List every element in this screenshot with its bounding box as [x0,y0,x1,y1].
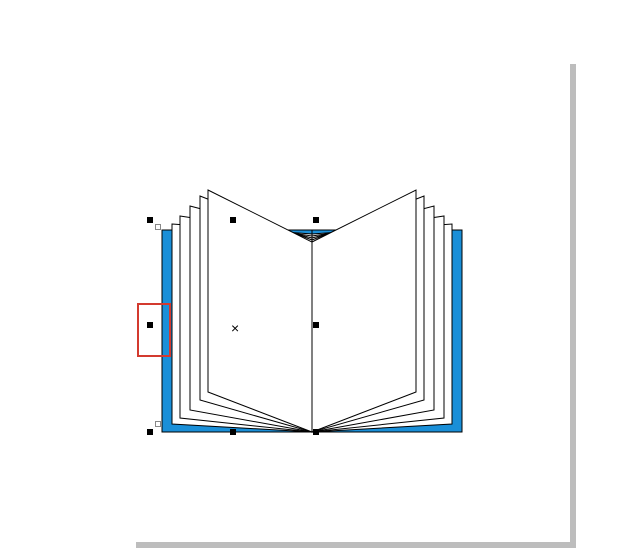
book-pages-left [172,190,312,432]
resize-handle[interactable] [230,217,236,223]
editor-stage: × [0,0,642,542]
book-page [208,190,312,432]
book-object[interactable] [0,0,642,542]
resize-handle[interactable] [147,429,153,435]
resize-handle[interactable] [313,429,319,435]
tutorial-highlight-box [137,303,171,357]
rotation-handle[interactable] [155,421,161,427]
resize-handle[interactable] [313,322,319,328]
object-center-mark: × [231,320,239,336]
book-page [312,190,416,432]
rotation-handle[interactable] [155,224,161,230]
resize-handle[interactable] [230,429,236,435]
resize-handle[interactable] [313,217,319,223]
resize-handle[interactable] [147,217,153,223]
book-pages-right [312,190,452,432]
